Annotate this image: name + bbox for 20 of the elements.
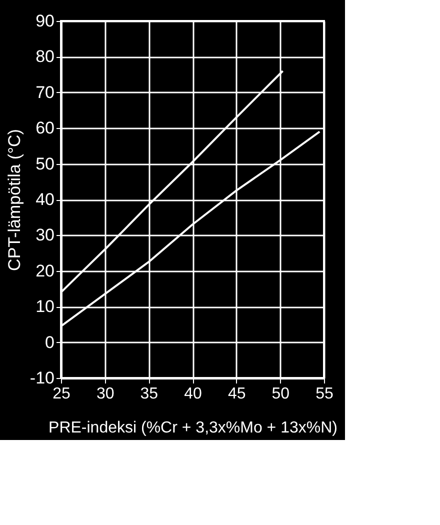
x-tick-label: 40 — [184, 386, 202, 402]
y-tick-label: 20 — [36, 261, 54, 280]
y-axis-title: CPT-lämpötila (°C) — [4, 129, 24, 271]
x-tick-label: 35 — [140, 386, 158, 402]
y-tick-label: 0 — [45, 332, 54, 352]
y-tick-label: -10 — [30, 368, 54, 388]
x-tick-label: 30 — [96, 386, 114, 402]
y-tick-label: 70 — [36, 82, 54, 102]
y-tick-label: 40 — [36, 190, 54, 209]
y-tick-label: 50 — [36, 154, 54, 174]
y-tick-label: 90 — [36, 12, 54, 30]
x-tick-label: 25 — [52, 386, 70, 402]
y-tick-label: 60 — [36, 118, 54, 138]
x-tick-label: 55 — [316, 386, 334, 402]
y-tick-label: 30 — [36, 226, 54, 245]
y-tick-label: 80 — [36, 47, 54, 66]
y-tick-label: 10 — [36, 297, 54, 316]
x-tick-label: 50 — [272, 386, 290, 402]
x-axis-title: PRE-indeksi (%Cr + 3,3x%Mo + 13x%N) — [48, 420, 338, 436]
x-tick-label: 45 — [228, 386, 246, 402]
